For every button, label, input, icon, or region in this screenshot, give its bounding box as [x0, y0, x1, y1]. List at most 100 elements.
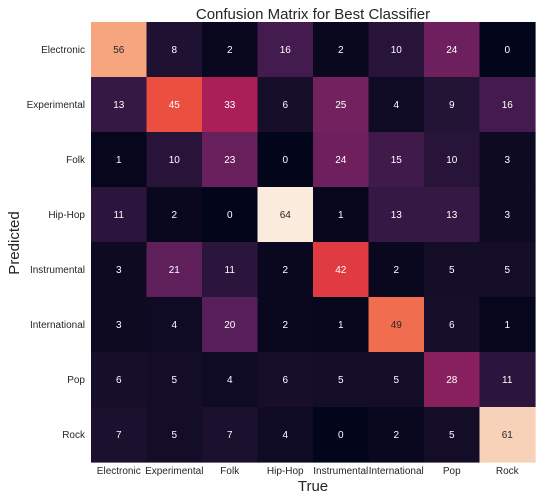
cell-value-label: 8: [171, 45, 177, 56]
heatmap-cell-folk-rock: [479, 132, 536, 188]
cell-value-label: 1: [504, 320, 510, 331]
heatmap-cell-pop-international: [368, 352, 425, 408]
cell-value-label: 3: [116, 265, 122, 276]
cell-value-label: 2: [171, 210, 177, 221]
cell-value-label: 11: [114, 210, 125, 221]
cell-value-label: 1: [116, 155, 122, 166]
heatmap-cell-experimental-rock: [479, 77, 536, 133]
cell-value-label: 24: [446, 45, 458, 56]
heatmap-cell-folk-folk: [202, 132, 259, 188]
heatmap-cell-hip-hop-instrumental: [313, 187, 370, 243]
cell-value-label: 11: [225, 265, 236, 276]
cell-value-label: 1: [338, 210, 344, 221]
cell-value-label: 13: [391, 210, 403, 221]
heatmap-cell-experimental-international: [368, 77, 425, 133]
y-tick-electronic: Electronic: [41, 45, 85, 56]
cell-value-label: 5: [449, 430, 455, 441]
cell-value-label: 0: [338, 430, 344, 441]
heatmap-cell-folk-experimental: [146, 132, 203, 188]
cell-value-label: 11: [502, 375, 513, 386]
heatmap-cell-rock-experimental: [146, 407, 203, 463]
heatmap-cell-pop-electronic: [91, 352, 148, 408]
heatmap-cell-hip-hop-folk: [202, 187, 259, 243]
heatmap-cell-electronic-international: [368, 22, 425, 78]
cell-value-label: 4: [393, 100, 399, 111]
heatmap-cell-experimental-instrumental: [313, 77, 370, 133]
heatmap-cell-hip-hop-pop: [424, 187, 481, 243]
heatmap-cell-rock-instrumental: [313, 407, 370, 463]
heatmap-cell-electronic-instrumental: [313, 22, 370, 78]
cell-value-label: 3: [504, 155, 510, 166]
y-tick-instrumental: Instrumental: [30, 265, 85, 276]
cell-value-label: 6: [282, 100, 288, 111]
heatmap-cell-experimental-electronic: [91, 77, 148, 133]
heatmap-cell-electronic-electronic: [91, 22, 148, 78]
heatmap-cell-pop-pop: [424, 352, 481, 408]
heatmap-cell-folk-instrumental: [313, 132, 370, 188]
heatmap-cell-electronic-experimental: [146, 22, 203, 78]
y-tick-pop: Pop: [67, 375, 85, 386]
cell-value-label: 9: [449, 100, 455, 111]
chart-title: Confusion Matrix for Best Classifier: [196, 6, 430, 23]
heatmap-cell-instrumental-instrumental: [313, 242, 370, 298]
cell-value-label: 21: [169, 265, 181, 276]
cell-value-label: 25: [335, 100, 347, 111]
cell-value-label: 6: [449, 320, 455, 331]
heatmap-cell-folk-pop: [424, 132, 481, 188]
cell-value-label: 13: [113, 100, 125, 111]
cell-value-label: 2: [338, 45, 344, 56]
heatmap-cell-international-experimental: [146, 297, 203, 353]
y-tick-rock: Rock: [62, 430, 86, 441]
heatmap-cells: 56 8 2 16 2 10 24 013 45 33 6 25 4 9 161 10 23 0 24 15 10 311…: [91, 22, 536, 463]
cell-value-label: 4: [282, 430, 288, 441]
cell-value-label: 2: [393, 430, 399, 441]
x-tick-rock: Rock: [496, 466, 520, 477]
cell-value-label: 6: [116, 375, 122, 386]
cell-value-label: 45: [169, 100, 181, 111]
heatmap-cell-folk-electronic: [91, 132, 148, 188]
cell-value-label: 5: [171, 375, 177, 386]
cell-value-label: 3: [116, 320, 122, 331]
heatmap-cell-instrumental-experimental: [146, 242, 203, 298]
heatmap-cell-folk-international: [368, 132, 425, 188]
heatmap-cell-instrumental-rock: [479, 242, 536, 298]
cell-value-label: 5: [393, 375, 399, 386]
cell-value-label: 64: [280, 210, 292, 221]
heatmap-cell-instrumental-hip-hop: [257, 242, 314, 298]
cell-value-label: 61: [502, 430, 514, 441]
heatmap-cell-international-pop: [424, 297, 481, 353]
heatmap-cell-rock-folk: [202, 407, 259, 463]
heatmap-cell-electronic-folk: [202, 22, 259, 78]
heatmap-cell-hip-hop-rock: [479, 187, 536, 243]
heatmap-cell-rock-international: [368, 407, 425, 463]
cell-value-label: 4: [227, 375, 233, 386]
heatmap-cell-electronic-hip-hop: [257, 22, 314, 78]
cell-value-label: 2: [282, 320, 288, 331]
heatmap-cell-hip-hop-electronic: [91, 187, 148, 243]
y-tick-labels: Electronic Experimental Folk Hip-Hop Instrum…: [27, 45, 86, 441]
heatmap-cell-international-international: [368, 297, 425, 353]
heatmap-cell-experimental-hip-hop: [257, 77, 314, 133]
heatmap-cell-hip-hop-international: [368, 187, 425, 243]
heatmap-cell-electronic-rock: [479, 22, 536, 78]
cell-value-label: 20: [224, 320, 236, 331]
heatmap-cell-instrumental-pop: [424, 242, 481, 298]
cell-value-label: 33: [224, 100, 236, 111]
heatmap-cell-pop-rock: [479, 352, 536, 408]
cell-value-label: 23: [224, 155, 236, 166]
cell-value-label: 49: [391, 320, 403, 331]
cell-value-label: 16: [280, 45, 292, 56]
x-tick-labels: Electronic Experimental Folk Hip-Hop Instrum…: [97, 466, 520, 477]
heatmap-cell-instrumental-folk: [202, 242, 259, 298]
cell-value-label: 15: [391, 155, 403, 166]
heatmap-cell-rock-rock: [479, 407, 536, 463]
heatmap-cell-international-electronic: [91, 297, 148, 353]
cell-value-label: 16: [502, 100, 514, 111]
heatmap-cell-instrumental-international: [368, 242, 425, 298]
heatmap-cell-international-folk: [202, 297, 259, 353]
heatmap-cell-rock-pop: [424, 407, 481, 463]
cell-value-label: 1: [338, 320, 344, 331]
cell-value-label: 5: [504, 265, 510, 276]
cell-value-label: 10: [446, 155, 458, 166]
cell-value-label: 56: [113, 45, 125, 56]
